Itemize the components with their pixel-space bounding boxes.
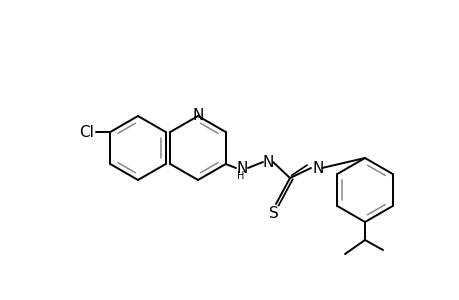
Text: N: N — [262, 154, 273, 169]
Text: N: N — [192, 107, 203, 122]
Text: N: N — [312, 160, 323, 175]
Text: Cl: Cl — [79, 124, 94, 140]
Text: S: S — [269, 206, 278, 220]
Text: H: H — [237, 171, 244, 181]
Text: N: N — [236, 160, 247, 175]
